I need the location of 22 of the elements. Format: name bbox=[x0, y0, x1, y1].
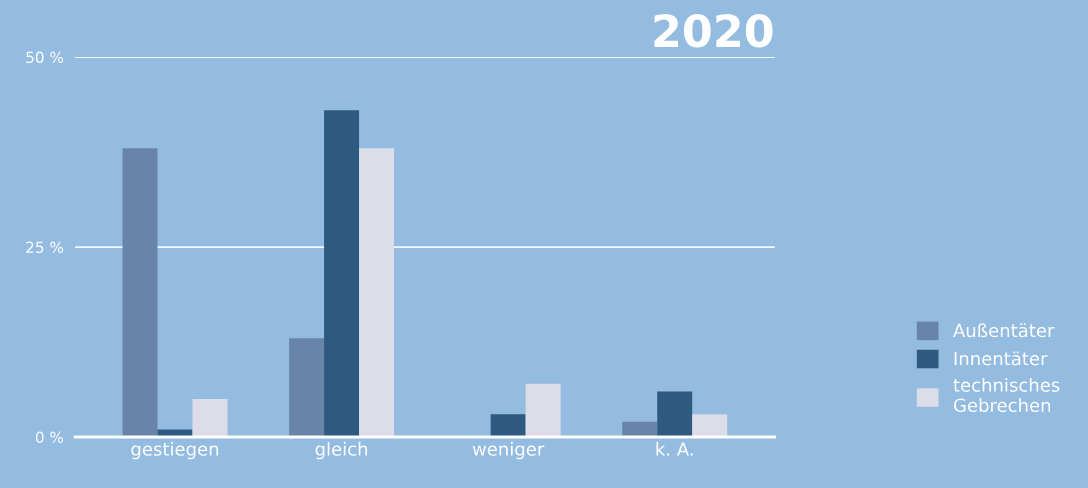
x-tick-label: gleich bbox=[315, 441, 368, 460]
bar bbox=[525, 383, 561, 437]
bar bbox=[289, 338, 325, 437]
x-tick-label: gestiegen bbox=[131, 441, 219, 460]
bar bbox=[324, 110, 360, 437]
x-tick-label: weniger bbox=[472, 441, 545, 460]
bar bbox=[157, 429, 193, 437]
bar bbox=[657, 391, 693, 437]
bar bbox=[490, 414, 526, 437]
bar bbox=[192, 399, 228, 437]
legend-label: technisches Gebrechen bbox=[953, 377, 1060, 413]
x-tick-label: k. A. bbox=[656, 441, 693, 456]
legend-label: Außentäter bbox=[953, 323, 1055, 338]
y-tick-label: 0 % bbox=[35, 431, 64, 444]
bar bbox=[359, 148, 395, 437]
bar bbox=[692, 414, 728, 437]
legend-label: Innentäter bbox=[954, 351, 1048, 366]
y-tick-label: 50 % bbox=[26, 51, 64, 64]
chart-title: 2020 bbox=[654, 13, 773, 48]
bar bbox=[122, 148, 158, 437]
y-tick-label: 25 % bbox=[26, 241, 64, 254]
bar bbox=[622, 421, 658, 437]
